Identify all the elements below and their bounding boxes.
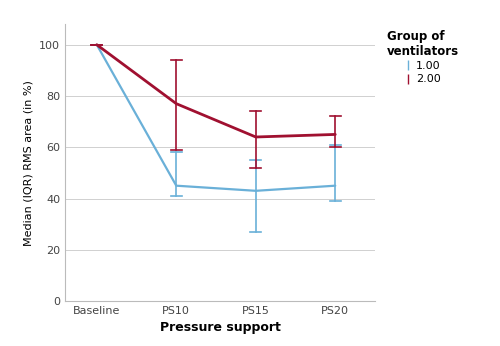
Y-axis label: Median (IQR) RMS area (in %): Median (IQR) RMS area (in %) bbox=[24, 80, 34, 246]
Legend: 1.00, 2.00: 1.00, 2.00 bbox=[387, 30, 459, 84]
X-axis label: Pressure support: Pressure support bbox=[160, 321, 280, 335]
